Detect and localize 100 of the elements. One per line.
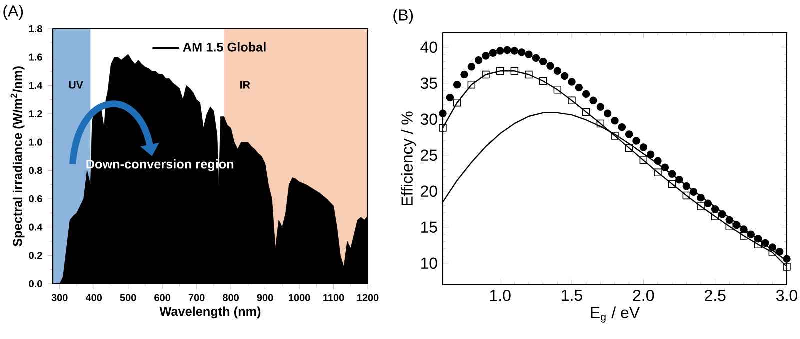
- point: [618, 123, 626, 132]
- point: [697, 194, 705, 202]
- point: [611, 132, 619, 140]
- point: [525, 50, 533, 58]
- y-tick-label: 40: [420, 42, 438, 54]
- point: [611, 116, 619, 125]
- point: [575, 84, 584, 92]
- x-tick-label: 1100: [324, 294, 344, 302]
- x-tick-label: 300: [52, 294, 68, 302]
- point: [732, 221, 741, 230]
- point: [704, 200, 712, 208]
- point: [682, 182, 691, 190]
- point: [489, 49, 498, 58]
- y-tick-label: 20: [421, 186, 438, 198]
- point: [453, 98, 462, 107]
- point: [596, 120, 605, 128]
- y-tick-label: 0.4: [29, 224, 43, 231]
- point: [496, 67, 504, 76]
- point: [539, 58, 548, 66]
- point: [783, 263, 791, 271]
- point: [510, 47, 519, 55]
- x-tick-label: 1.5: [562, 290, 582, 302]
- point: [754, 235, 762, 243]
- x-tick-label: 600: [154, 294, 170, 302]
- point: [496, 47, 504, 55]
- point: [697, 202, 705, 210]
- point: [768, 248, 777, 256]
- x-tick-label: 1.0: [490, 290, 511, 302]
- legend-label: AM 1.5 Global: [183, 42, 266, 52]
- point: [726, 216, 734, 224]
- point: [568, 96, 576, 105]
- point: [676, 176, 684, 184]
- point: [682, 192, 691, 200]
- y-tick-label: 25: [421, 150, 438, 162]
- point: [640, 144, 648, 152]
- point: [632, 137, 640, 145]
- x-tick-label: 2.5: [705, 290, 726, 302]
- point: [604, 110, 612, 118]
- point: [568, 78, 576, 86]
- point: [510, 67, 519, 76]
- x-tick-label: 2.0: [633, 290, 654, 302]
- point: [668, 180, 676, 188]
- point: [596, 103, 605, 112]
- point: [532, 54, 540, 62]
- point: [539, 77, 548, 86]
- y-tick-label: 30: [420, 114, 438, 126]
- point: [625, 130, 634, 138]
- point: [711, 212, 720, 220]
- point: [625, 144, 634, 152]
- y-tick-label: 0.0: [29, 280, 42, 288]
- x-tick-label: 1200: [358, 294, 379, 302]
- x-tick-label: 800: [223, 294, 239, 302]
- x-tick-label: 3.0: [776, 290, 798, 302]
- y-tick-label: 0.2: [29, 252, 42, 260]
- y-tick-label: 1.8: [29, 25, 42, 33]
- point: [474, 56, 483, 64]
- x-tick-label: 1000: [289, 294, 310, 302]
- point: [654, 157, 662, 166]
- y-tick-label: 35: [420, 78, 438, 90]
- point: [668, 170, 676, 178]
- band-label: IR: [240, 81, 250, 89]
- y-axis-title: Spectral irradiance (W/m$^{2}$/nm): [10, 66, 25, 247]
- point: [482, 70, 490, 79]
- point: [453, 80, 462, 89]
- y-tick-label: 15: [421, 222, 438, 233]
- point: [460, 70, 468, 79]
- point: [747, 230, 756, 238]
- chart-title: (B): [394, 9, 414, 24]
- point: [446, 94, 454, 102]
- chart-title: (A): [4, 5, 24, 20]
- x-tick-label: 500: [120, 294, 136, 302]
- point: [525, 70, 533, 79]
- x-axis-title: E$_{g}$ / eV: [591, 306, 640, 323]
- point: [726, 222, 734, 231]
- y-tick-label: 1.4: [29, 82, 43, 90]
- point: [754, 240, 762, 249]
- point: [690, 188, 698, 196]
- x-tick-label: 700: [188, 294, 205, 302]
- point: [560, 72, 569, 80]
- point: [554, 86, 562, 94]
- point: [718, 210, 726, 218]
- y-tick-label: 0.8: [29, 167, 42, 174]
- band-label: UV: [69, 81, 84, 89]
- point: [661, 164, 670, 172]
- x-tick-label: 400: [86, 294, 102, 302]
- point: [518, 48, 526, 56]
- point: [468, 80, 476, 89]
- y-tick-label: 1.2: [29, 110, 42, 118]
- x-axis-title: Wavelength (nm): [160, 306, 261, 319]
- point: [482, 52, 490, 60]
- y-axis-title: Efficiency / %: [401, 112, 416, 206]
- point: [776, 248, 784, 256]
- y-tick-label: 0.6: [29, 195, 42, 203]
- point: [554, 67, 562, 76]
- point: [439, 110, 447, 118]
- y-tick-label: 10: [421, 258, 438, 270]
- point: [640, 156, 648, 164]
- y-tick-label: 1.0: [29, 138, 42, 146]
- x-tick-label: 900: [257, 294, 274, 302]
- point: [762, 239, 770, 248]
